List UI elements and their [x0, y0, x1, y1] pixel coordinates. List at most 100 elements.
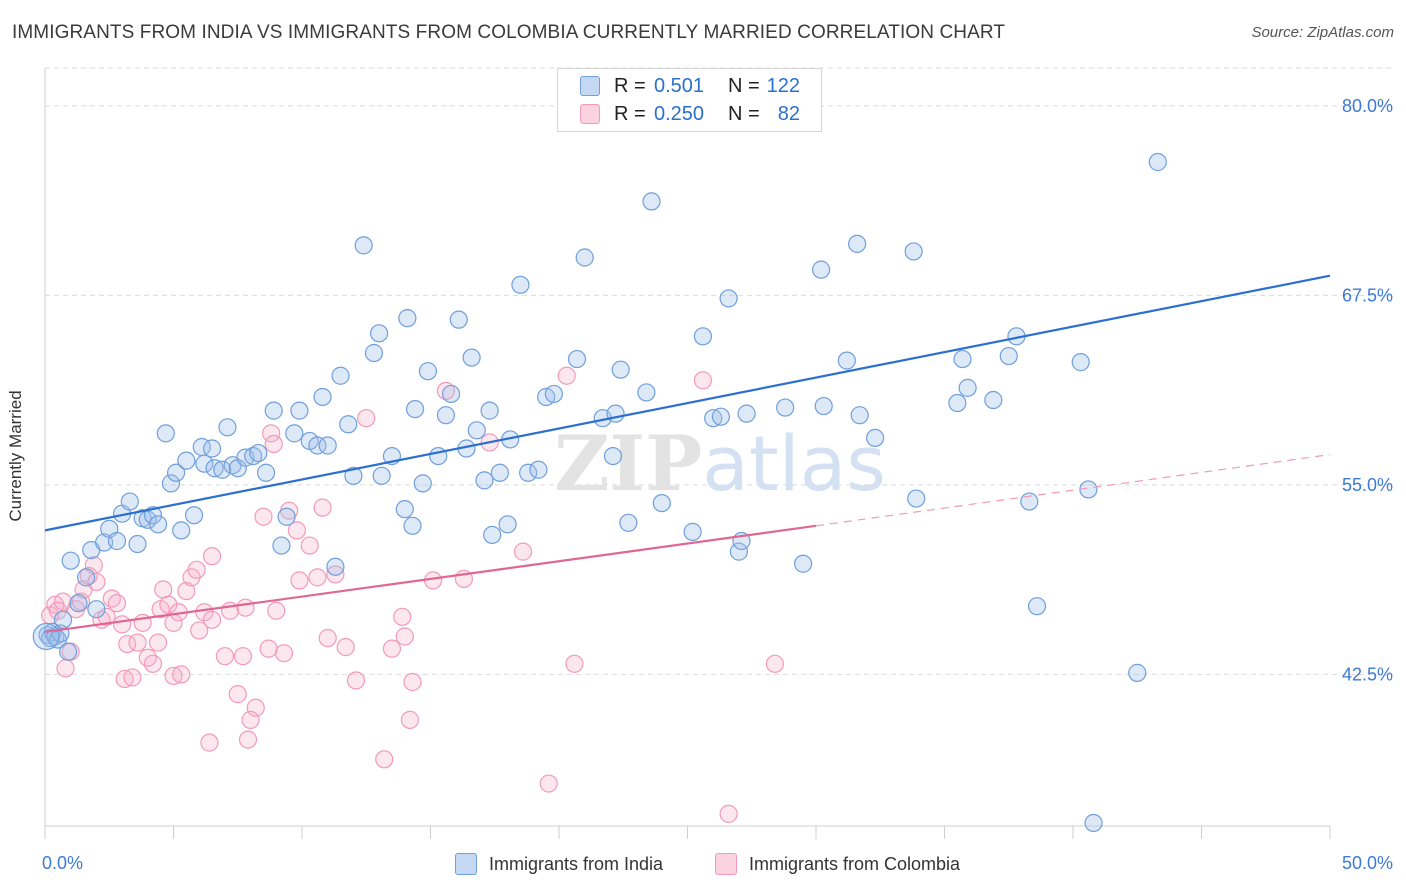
legend-item-india: Immigrants from India: [455, 853, 663, 875]
colombia-point: [164, 666, 183, 686]
colombia-point: [143, 654, 163, 673]
india-point: [704, 409, 723, 428]
colombia-point: [228, 685, 247, 704]
series-legend: Immigrants from India Immigrants from Co…: [0, 851, 1406, 879]
india-point: [1027, 597, 1047, 616]
colombia-point: [693, 371, 713, 390]
india-point: [218, 418, 237, 437]
colombia-point: [403, 672, 422, 692]
india-point: [120, 492, 139, 511]
colombia-point: [123, 668, 142, 687]
india-point: [405, 400, 425, 419]
colombia-point: [233, 647, 252, 666]
india-point: [467, 421, 486, 440]
india-point: [776, 398, 795, 417]
india-point: [953, 349, 972, 369]
india-point: [32, 622, 60, 651]
india-point: [166, 463, 186, 482]
india-point: [449, 310, 468, 329]
india-point: [331, 366, 350, 385]
india-point: [850, 406, 869, 425]
tick-labels: 42.5% 55.0% 67.5% 80.0% 0.0% 50.0%: [42, 96, 1393, 873]
india-point: [904, 242, 923, 261]
colombia-point: [300, 536, 319, 555]
india-point: [285, 424, 304, 443]
colombia-point: [190, 621, 209, 640]
india-point: [603, 446, 623, 466]
india-point: [999, 346, 1018, 366]
india-point: [719, 289, 738, 308]
india-point: [737, 404, 756, 423]
india-point: [128, 534, 147, 554]
india-point: [812, 260, 831, 279]
india-point: [611, 360, 630, 379]
india-point: [1128, 663, 1147, 682]
axes: [44, 68, 1331, 839]
india-point: [948, 393, 967, 413]
colombia-point: [346, 671, 366, 690]
india-point: [544, 384, 563, 404]
india-point: [326, 557, 345, 576]
colombia-point: [290, 571, 309, 590]
india-point: [370, 324, 389, 343]
colombia-point: [148, 633, 168, 652]
india-point: [398, 309, 417, 328]
colombia-point: [357, 409, 376, 428]
india-point: [205, 459, 224, 478]
india-point: [441, 384, 461, 404]
india-point: [848, 234, 867, 253]
colombia-point: [395, 627, 414, 646]
india-point: [794, 554, 813, 573]
india-point: [652, 493, 671, 513]
colombia-point: [308, 568, 327, 587]
india-point: [87, 600, 106, 619]
legend-row-colombia: R = 0.250 N = 82: [580, 100, 800, 128]
india-point: [1148, 152, 1167, 172]
india-point: [814, 396, 833, 416]
india-point: [529, 460, 548, 479]
colombia-point: [382, 639, 402, 658]
legend-label-colombia: Immigrants from Colombia: [749, 853, 961, 874]
india-point: [107, 531, 127, 551]
india-point: [693, 327, 713, 346]
india-point: [354, 236, 373, 255]
india-point: [277, 507, 296, 526]
india-point: [59, 642, 78, 661]
colombia-point: [56, 659, 75, 678]
colombia-point: [200, 733, 219, 752]
colombia-point: [326, 565, 345, 584]
india-point: [264, 401, 283, 420]
india-point: [172, 521, 191, 540]
india-point: [413, 474, 432, 493]
india-point: [567, 349, 587, 369]
colombia-point: [97, 607, 116, 626]
india-point: [837, 351, 856, 370]
colombia-point: [202, 610, 222, 629]
colombia-point: [107, 594, 127, 613]
colombia-point: [318, 628, 337, 648]
colombia-trend-extension: [815, 453, 1331, 527]
colombia-point: [400, 710, 420, 729]
india-point: [711, 407, 731, 426]
india-point: [984, 390, 1003, 410]
legend-n-value: 82: [777, 102, 800, 125]
india-point: [364, 343, 384, 363]
colombia-point: [313, 498, 332, 517]
source-label: Source: ZipAtlas.com: [1251, 24, 1394, 41]
india-point: [519, 463, 538, 482]
series-india-points: [32, 152, 1167, 833]
india-point: [308, 436, 327, 455]
india-point: [498, 515, 517, 534]
trend-lines: [44, 274, 1331, 634]
india-point: [511, 275, 530, 294]
colombia-point: [154, 580, 173, 599]
india-point: [61, 551, 80, 570]
india-point: [290, 401, 309, 420]
colombia-point: [274, 644, 294, 663]
colombia-point: [202, 547, 222, 566]
legend-item-colombia: Immigrants from Colombia: [715, 853, 960, 875]
india-point: [244, 446, 263, 466]
colombia-point: [287, 521, 306, 540]
india-point: [69, 594, 88, 613]
